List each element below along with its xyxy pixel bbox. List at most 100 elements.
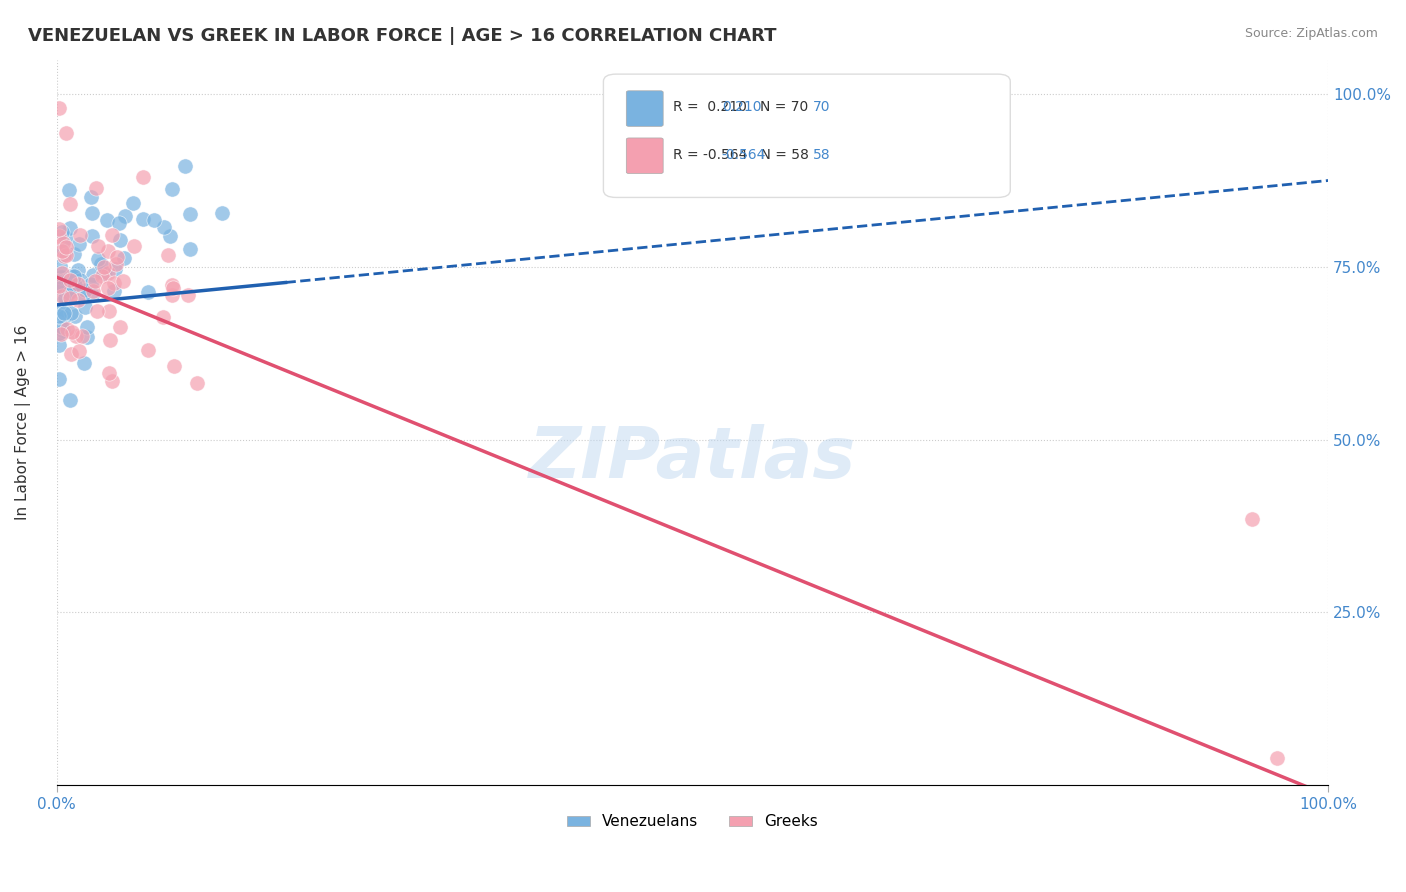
Point <box>211 206 233 220</box>
Point <box>76 330 98 344</box>
Point <box>136 285 159 300</box>
Point <box>174 159 197 173</box>
Point <box>65 277 87 292</box>
Text: 70: 70 <box>813 100 831 114</box>
Point <box>55 231 77 245</box>
Point <box>80 190 103 204</box>
Point <box>59 197 82 211</box>
Point <box>48 326 70 340</box>
Point <box>160 182 183 196</box>
Point <box>108 233 131 247</box>
Point <box>131 212 153 227</box>
Point <box>59 347 82 361</box>
Point <box>53 249 76 263</box>
Point <box>59 392 82 407</box>
Point <box>179 243 201 257</box>
Point <box>93 266 115 280</box>
Point <box>69 273 91 287</box>
Point <box>105 257 128 271</box>
Point <box>142 213 165 227</box>
Point <box>100 333 122 347</box>
Point <box>87 239 110 253</box>
Point <box>48 277 70 292</box>
Point <box>87 252 110 266</box>
Point <box>56 273 79 287</box>
Point <box>82 284 104 298</box>
Point <box>69 227 91 242</box>
Point <box>96 213 118 227</box>
Point <box>51 244 73 258</box>
Point <box>80 277 103 292</box>
FancyBboxPatch shape <box>626 91 664 127</box>
Point <box>103 276 125 290</box>
Point <box>70 328 93 343</box>
Y-axis label: In Labor Force | Age > 16: In Labor Force | Age > 16 <box>15 325 31 520</box>
Point <box>162 288 184 302</box>
Point <box>63 309 86 323</box>
Point <box>48 260 70 274</box>
Point <box>86 303 108 318</box>
Point <box>53 247 76 261</box>
Point <box>59 273 82 287</box>
Point <box>103 285 125 299</box>
Point <box>52 302 75 317</box>
Point <box>62 269 84 284</box>
Point <box>97 244 120 258</box>
Point <box>58 183 80 197</box>
Point <box>66 277 89 291</box>
Point <box>179 207 201 221</box>
Point <box>186 376 208 390</box>
Point <box>156 248 179 262</box>
Point <box>48 372 70 386</box>
Point <box>111 274 134 288</box>
Point <box>59 291 82 305</box>
Point <box>51 243 73 257</box>
Text: VENEZUELAN VS GREEK IN LABOR FORCE | AGE > 16 CORRELATION CHART: VENEZUELAN VS GREEK IN LABOR FORCE | AGE… <box>28 27 776 45</box>
Point <box>114 209 136 223</box>
Point <box>101 227 124 242</box>
Point <box>122 195 145 210</box>
Point <box>59 306 82 320</box>
Point <box>84 181 107 195</box>
Point <box>162 281 184 295</box>
Point <box>163 359 186 373</box>
Text: -0.564: -0.564 <box>721 148 766 162</box>
Point <box>60 284 83 298</box>
Point <box>51 289 73 303</box>
Point <box>177 288 200 302</box>
Point <box>82 206 104 220</box>
Point <box>97 366 120 380</box>
Point <box>80 287 103 301</box>
Point <box>52 236 75 251</box>
Point <box>152 219 174 234</box>
Point <box>84 274 107 288</box>
Point <box>67 343 90 358</box>
Point <box>82 268 104 283</box>
Point <box>75 300 97 314</box>
Point <box>59 268 82 283</box>
Point <box>48 228 70 243</box>
Text: 58: 58 <box>813 148 831 162</box>
Point <box>112 251 135 265</box>
Point <box>67 263 90 277</box>
Text: Source: ZipAtlas.com: Source: ZipAtlas.com <box>1244 27 1378 40</box>
Point <box>51 326 73 341</box>
Point <box>152 310 174 325</box>
Point <box>49 281 72 295</box>
Point <box>53 292 76 306</box>
Point <box>52 324 75 338</box>
Point <box>49 270 72 285</box>
Point <box>122 239 145 253</box>
Point <box>51 319 73 334</box>
Point <box>55 248 77 262</box>
Point <box>67 237 90 252</box>
Point <box>59 220 82 235</box>
Point <box>65 329 87 343</box>
Point <box>52 310 75 325</box>
Point <box>98 304 121 318</box>
Point <box>60 325 83 339</box>
Point <box>55 240 77 254</box>
Point <box>73 283 96 297</box>
Point <box>48 338 70 352</box>
Point <box>97 267 120 281</box>
